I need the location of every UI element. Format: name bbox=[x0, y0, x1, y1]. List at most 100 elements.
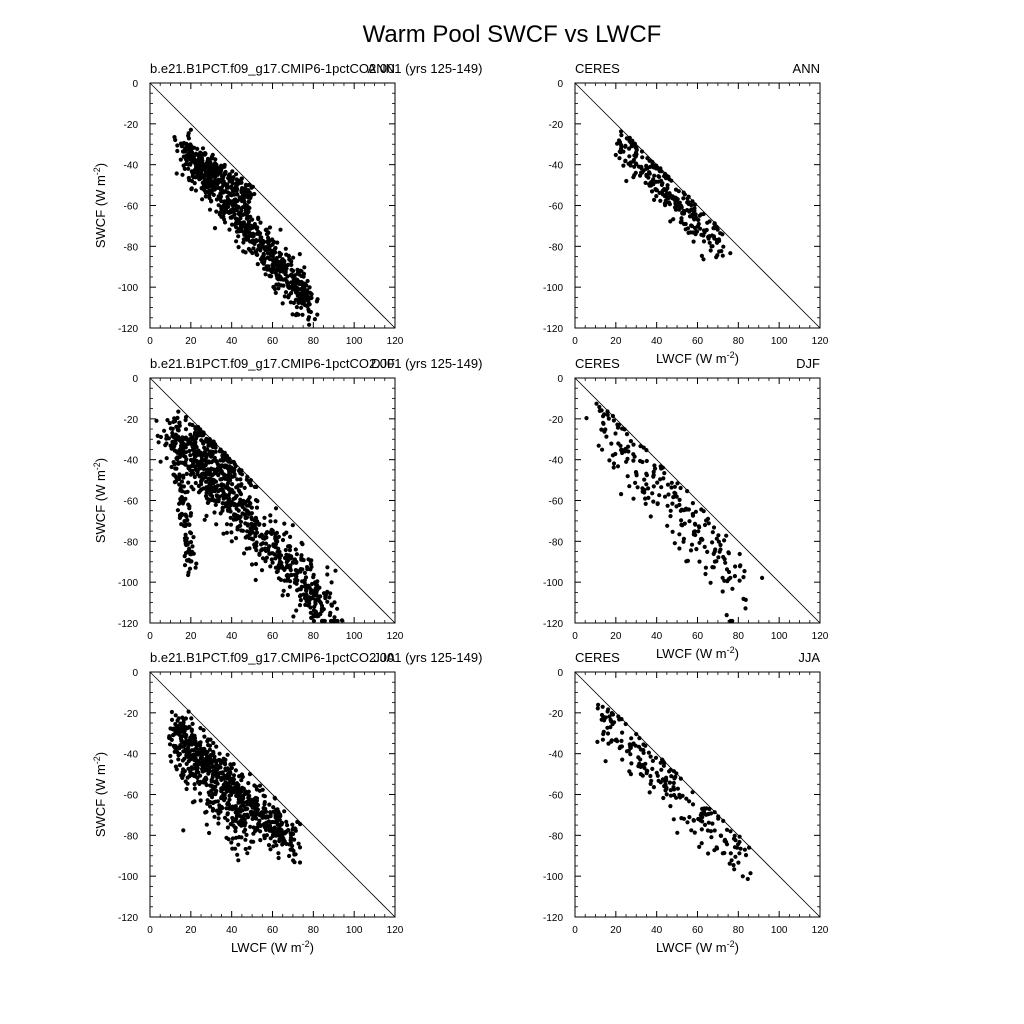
scatter-point bbox=[226, 837, 231, 842]
scatter-point bbox=[206, 758, 211, 763]
scatter-point bbox=[183, 454, 188, 459]
scatter-point bbox=[661, 795, 666, 801]
scatter-point bbox=[178, 743, 183, 748]
scatter-point bbox=[208, 737, 213, 742]
scatter-point bbox=[683, 506, 689, 511]
scatter-point bbox=[234, 225, 239, 230]
scatter-point bbox=[222, 164, 227, 169]
scatter-point bbox=[623, 449, 628, 454]
scatter-point bbox=[257, 534, 263, 539]
scatter-point bbox=[660, 465, 666, 470]
scatter-point bbox=[232, 474, 237, 479]
scatter-point bbox=[270, 833, 276, 838]
scatter-point bbox=[233, 216, 238, 221]
scatter-point bbox=[701, 233, 706, 238]
scatter-point bbox=[624, 432, 630, 437]
scatter-point bbox=[249, 517, 254, 522]
y-tick-label: -100 bbox=[543, 872, 563, 883]
scatter-point bbox=[738, 846, 743, 851]
scatter-point bbox=[302, 570, 307, 576]
scatter-point bbox=[698, 226, 703, 231]
scatter-point bbox=[255, 825, 260, 830]
scatter-point bbox=[208, 173, 213, 178]
scatter-point bbox=[615, 422, 620, 427]
scatter-point bbox=[234, 192, 239, 197]
x-tick-label: 40 bbox=[226, 336, 238, 347]
scatter-point bbox=[278, 260, 283, 265]
scatter-point bbox=[169, 717, 175, 723]
scatter-points bbox=[584, 401, 765, 624]
scatter-point bbox=[674, 771, 679, 776]
scatter-point bbox=[193, 756, 198, 762]
scatter-point bbox=[599, 427, 604, 432]
scatter-point bbox=[200, 766, 205, 772]
scatter-point bbox=[172, 749, 177, 754]
y-tick-label: -40 bbox=[549, 456, 564, 467]
scatter-point bbox=[233, 496, 238, 501]
scatter-point bbox=[693, 215, 699, 220]
scatter-point bbox=[270, 258, 275, 263]
x-tick-label: 20 bbox=[185, 631, 197, 642]
scatter-point bbox=[296, 272, 302, 277]
scatter-point bbox=[302, 265, 307, 270]
scatter-point bbox=[644, 768, 649, 773]
scatter-point bbox=[238, 216, 243, 221]
scatter-point bbox=[213, 157, 218, 162]
scatter-point bbox=[174, 466, 179, 471]
scatter-point bbox=[309, 292, 314, 297]
scatter-point bbox=[193, 188, 198, 193]
scatter-point bbox=[664, 191, 669, 196]
scatter-point bbox=[315, 312, 320, 317]
scatter-point bbox=[228, 210, 234, 215]
scatter-point bbox=[707, 234, 712, 239]
scatter-point bbox=[672, 541, 677, 546]
scatter-point bbox=[257, 783, 263, 788]
panel-left-label: CERES bbox=[575, 650, 620, 665]
scatter-point bbox=[288, 835, 293, 841]
scatter-point bbox=[190, 468, 195, 473]
x-tick-label: 40 bbox=[651, 631, 663, 642]
scatter-point bbox=[732, 574, 738, 579]
scatter-point bbox=[168, 753, 173, 759]
scatter-point bbox=[182, 141, 187, 146]
scatter-point bbox=[294, 581, 299, 586]
scatter-point bbox=[306, 315, 312, 320]
scatter-point bbox=[243, 515, 248, 521]
scatter-point bbox=[197, 781, 202, 787]
scatter-point bbox=[167, 421, 172, 426]
scatter-point bbox=[307, 285, 312, 290]
scatter-point bbox=[214, 459, 219, 464]
scatter-point bbox=[716, 533, 721, 538]
scatter-point bbox=[277, 552, 282, 558]
scatter-point bbox=[722, 578, 727, 583]
scatter-point bbox=[202, 151, 208, 156]
scatter-point bbox=[177, 472, 182, 477]
scatter-point bbox=[685, 200, 690, 205]
scatter-point bbox=[183, 550, 189, 556]
scatter-point bbox=[276, 563, 281, 568]
scatter-point bbox=[183, 445, 188, 450]
scatter-point bbox=[712, 221, 717, 227]
scatter-point bbox=[649, 778, 654, 783]
scatter-point bbox=[650, 766, 655, 772]
scatter-point bbox=[214, 788, 219, 793]
scatter-point bbox=[224, 502, 230, 507]
scatter-point bbox=[158, 459, 163, 464]
scatter-point bbox=[191, 551, 196, 556]
scatter-point bbox=[313, 601, 318, 607]
scatter-point bbox=[274, 267, 280, 272]
scatter-point bbox=[171, 419, 176, 424]
scatter-point bbox=[186, 572, 191, 578]
scatter-point bbox=[213, 486, 219, 491]
scatter-point bbox=[737, 564, 743, 569]
scatter-point bbox=[710, 540, 715, 545]
scatter-point bbox=[701, 257, 706, 262]
scatter-point bbox=[295, 281, 300, 286]
scatter-point bbox=[664, 778, 669, 783]
scatter-point bbox=[219, 204, 224, 209]
scatter-point bbox=[175, 143, 180, 148]
scatter-point bbox=[262, 266, 267, 271]
scatter-point bbox=[702, 822, 708, 828]
scatter-point bbox=[252, 783, 257, 788]
x-tick-label: 120 bbox=[812, 336, 829, 347]
